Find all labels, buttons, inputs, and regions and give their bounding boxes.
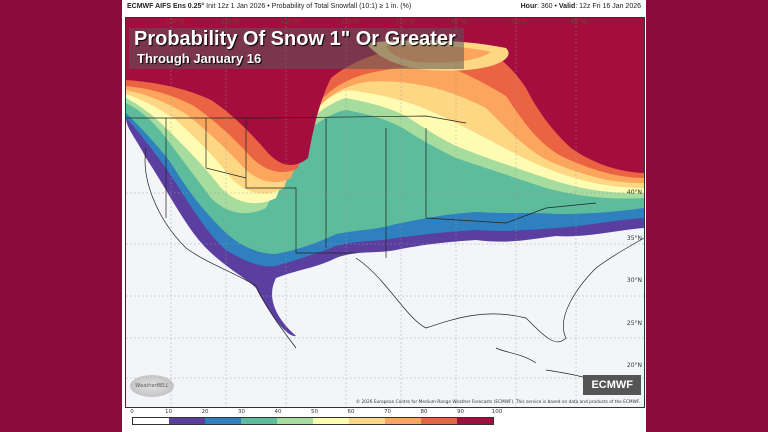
overlay-subtitle: Through January 16 <box>137 51 262 66</box>
product-info: ECMWF AIFS Ens 0.25° Init 12z 1 Jan 2026… <box>127 3 412 10</box>
valid-label: Valid <box>558 3 576 10</box>
weatherbell-logo: WeatherBELL <box>130 375 174 397</box>
lat-label: 35°N <box>626 235 642 242</box>
colorbar-tick-label: 40 <box>274 409 282 415</box>
copyright-credit: © 2026 European Centre for Medium-Range … <box>355 400 640 405</box>
lon-label: 110°W <box>281 19 300 25</box>
lon-label: 105°W <box>341 19 360 25</box>
hour-value: : 360 <box>536 3 553 10</box>
colorbar <box>132 417 494 425</box>
colorbar-swatch <box>349 418 385 424</box>
header: ECMWF AIFS Ens 0.25° Init 12z 1 Jan 2026… <box>127 3 641 10</box>
lat-label: 20°N <box>626 362 642 369</box>
colorbar-swatch <box>133 418 169 424</box>
colorbar-swatch <box>169 418 205 424</box>
colorbar-swatch <box>421 418 457 424</box>
lon-label: 90°W <box>511 19 527 25</box>
ecmwf-logo: ECMWF <box>583 375 641 395</box>
colorbar-tick-label: 50 <box>311 409 318 415</box>
map-graphic <box>126 18 644 407</box>
colorbar-tick-label: 100 <box>491 409 503 415</box>
snow-probability-map: 120°W 115°W 110°W 105°W 100°W 95°W 90°W … <box>125 17 645 408</box>
lon-label: 120°W <box>166 19 185 25</box>
map-panel: ECMWF AIFS Ens 0.25° Init 12z 1 Jan 2026… <box>122 0 646 432</box>
colorbar-ticks: 0 10 20 30 40 50 60 70 80 90 100 <box>130 409 502 417</box>
colorbar-swatch <box>241 418 277 424</box>
valid-value: : 12z Fri 16 Jan 2026 <box>575 3 641 10</box>
colorbar-tick-label: 30 <box>238 409 245 415</box>
lon-label: 85°W <box>571 19 587 25</box>
lon-label: 100°W <box>396 19 415 25</box>
hour-label: Hour <box>520 3 537 10</box>
colorbar-tick-label: 80 <box>420 409 428 415</box>
colorbar-swatch <box>457 418 493 424</box>
lat-label: 40°N <box>626 189 642 196</box>
colorbar-tick-label: 0 <box>130 409 134 415</box>
lat-label: 30°N <box>626 277 642 284</box>
lon-label: 115°W <box>221 19 240 25</box>
model-name: ECMWF AIFS Ens 0.25° <box>127 3 205 10</box>
lat-label: 25°N <box>626 320 642 327</box>
colorbar-tick-label: 20 <box>201 409 209 415</box>
colorbar-tick-label: 90 <box>457 409 464 415</box>
title-overlay: Probability Of Snow 1" Or Greater Throug… <box>129 28 464 69</box>
colorbar-swatch <box>277 418 313 424</box>
init-time: Init 12z 1 Jan 2026 <box>206 3 266 10</box>
lon-label: 95°W <box>451 19 467 25</box>
colorbar-tick-label: 70 <box>384 409 391 415</box>
product-name: Probability of Total Snowfall (10:1) ≥ 1… <box>271 3 412 10</box>
colorbar-tick-label: 10 <box>165 409 172 415</box>
colorbar-swatch <box>205 418 241 424</box>
colorbar-swatch <box>313 418 349 424</box>
colorbar-swatch <box>385 418 421 424</box>
valid-info: Hour: 360 • Valid: 12z Fri 16 Jan 2026 <box>520 3 641 10</box>
no-snow-area <box>126 128 644 407</box>
colorbar-tick-label: 60 <box>347 409 355 415</box>
overlay-title: Probability Of Snow 1" Or Greater <box>134 28 456 50</box>
